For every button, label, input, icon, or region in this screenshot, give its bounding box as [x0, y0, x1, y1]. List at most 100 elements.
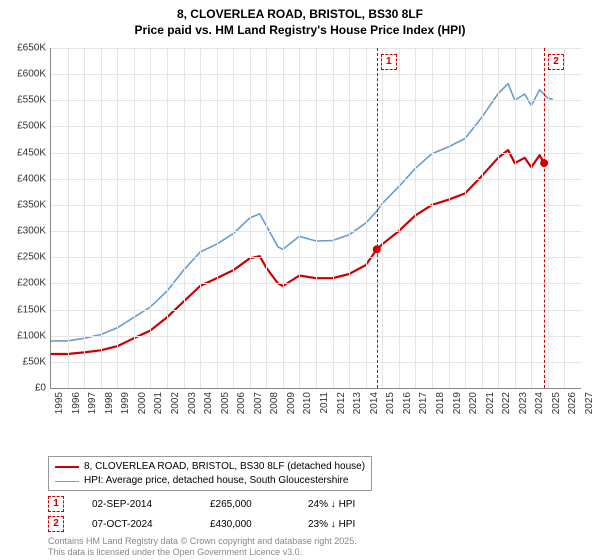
- legend-item: HPI: Average price, detached house, Sout…: [55, 474, 365, 488]
- x-axis-label: 1998: [104, 392, 115, 422]
- gridline-v: [217, 48, 218, 388]
- x-axis-label: 2008: [269, 392, 280, 422]
- sale-rows: 1 02-SEP-2014 £265,000 24% ↓ HPI 2 07-OCT-202…: [48, 494, 398, 534]
- gridline-v: [564, 48, 565, 388]
- legend-swatch: [55, 466, 79, 468]
- y-axis-label: £650K: [0, 43, 46, 54]
- x-axis-label: 2001: [153, 392, 164, 422]
- y-axis-label: £600K: [0, 69, 46, 80]
- x-axis-label: 2006: [236, 392, 247, 422]
- plot-region: 12: [50, 48, 581, 389]
- x-axis-label: 2005: [220, 392, 231, 422]
- x-axis-label: 2015: [385, 392, 396, 422]
- gridline-v: [482, 48, 483, 388]
- sale-marker-vline: [377, 48, 378, 388]
- sale-row: 1 02-SEP-2014 £265,000 24% ↓ HPI: [48, 494, 398, 514]
- sale-date: 07-OCT-2024: [92, 519, 182, 530]
- gridline-v: [316, 48, 317, 388]
- gridline-v: [84, 48, 85, 388]
- y-axis-label: £550K: [0, 95, 46, 106]
- gridline-v: [333, 48, 334, 388]
- sale-price: £430,000: [210, 519, 280, 530]
- x-axis-label: 2026: [567, 392, 578, 422]
- sale-row-marker: 1: [48, 496, 64, 512]
- chart-title: 8, CLOVERLEA ROAD, BRISTOL, BS30 8LF Pri…: [0, 0, 600, 38]
- legend-swatch: [55, 481, 79, 482]
- gridline-v: [283, 48, 284, 388]
- chart-area: 12 £0£50K£100K£150K£200K£250K£300K£350K£…: [50, 48, 580, 418]
- y-axis-label: £0: [0, 383, 46, 394]
- x-axis-label: 2009: [286, 392, 297, 422]
- legend-label: HPI: Average price, detached house, Sout…: [84, 474, 348, 488]
- x-axis-label: 2011: [319, 392, 330, 422]
- x-axis-label: 1999: [120, 392, 131, 422]
- gridline-v: [366, 48, 367, 388]
- x-axis-label: 2020: [468, 392, 479, 422]
- title-line-1: 8, CLOVERLEA ROAD, BRISTOL, BS30 8LF: [0, 6, 600, 22]
- chart-container: 8, CLOVERLEA ROAD, BRISTOL, BS30 8LF Pri…: [0, 0, 600, 560]
- x-axis-label: 2016: [402, 392, 413, 422]
- sale-pct: 24% ↓ HPI: [308, 499, 398, 510]
- y-axis-label: £50K: [0, 356, 46, 367]
- x-axis-label: 2019: [452, 392, 463, 422]
- gridline-v: [68, 48, 69, 388]
- sale-row: 2 07-OCT-2024 £430,000 23% ↓ HPI: [48, 514, 398, 534]
- copyright-line-2: This data is licensed under the Open Gov…: [48, 547, 357, 558]
- gridline-v: [399, 48, 400, 388]
- x-axis-label: 2012: [336, 392, 347, 422]
- gridline-v: [150, 48, 151, 388]
- legend-item: 8, CLOVERLEA ROAD, BRISTOL, BS30 8LF (de…: [55, 460, 365, 474]
- sale-marker-box: 1: [381, 54, 397, 70]
- x-axis-label: 2014: [369, 392, 380, 422]
- gridline-v: [498, 48, 499, 388]
- gridline-v: [233, 48, 234, 388]
- y-axis-label: £100K: [0, 330, 46, 341]
- gridline-v: [299, 48, 300, 388]
- sale-marker-box: 2: [548, 54, 564, 70]
- x-axis-label: 2024: [534, 392, 545, 422]
- y-axis-label: £450K: [0, 147, 46, 158]
- gridline-v: [415, 48, 416, 388]
- gridline-v: [432, 48, 433, 388]
- x-axis-label: 2007: [253, 392, 264, 422]
- gridline-v: [449, 48, 450, 388]
- y-axis-label: £350K: [0, 199, 46, 210]
- y-axis-label: £400K: [0, 173, 46, 184]
- y-axis-label: £250K: [0, 252, 46, 263]
- x-axis-label: 2023: [518, 392, 529, 422]
- gridline-v: [548, 48, 549, 388]
- gridline-v: [134, 48, 135, 388]
- sale-date: 02-SEP-2014: [92, 499, 182, 510]
- legend: 8, CLOVERLEA ROAD, BRISTOL, BS30 8LF (de…: [48, 456, 372, 491]
- y-axis-label: £300K: [0, 226, 46, 237]
- x-axis-label: 2018: [435, 392, 446, 422]
- gridline-v: [117, 48, 118, 388]
- gridline-v: [349, 48, 350, 388]
- x-axis-label: 2013: [352, 392, 363, 422]
- x-axis-label: 2000: [137, 392, 148, 422]
- sale-row-marker: 2: [48, 516, 64, 532]
- x-axis-label: 2025: [551, 392, 562, 422]
- gridline-v: [184, 48, 185, 388]
- gridline-v: [515, 48, 516, 388]
- y-axis-label: £150K: [0, 304, 46, 315]
- x-axis-label: 2022: [501, 392, 512, 422]
- copyright-line-1: Contains HM Land Registry data © Crown c…: [48, 536, 357, 547]
- sale-price: £265,000: [210, 499, 280, 510]
- x-axis-label: 1996: [71, 392, 82, 422]
- x-axis-label: 2004: [203, 392, 214, 422]
- x-axis-label: 2027: [584, 392, 595, 422]
- sale-pct: 23% ↓ HPI: [308, 519, 398, 530]
- x-axis-label: 2010: [302, 392, 313, 422]
- sale-marker-vline: [544, 48, 545, 388]
- series-line-hpi: [51, 84, 553, 341]
- x-axis-label: 1997: [87, 392, 98, 422]
- gridline-v: [531, 48, 532, 388]
- x-axis-label: 2021: [485, 392, 496, 422]
- gridline-v: [382, 48, 383, 388]
- x-axis-label: 2017: [418, 392, 429, 422]
- x-axis-label: 1995: [54, 392, 65, 422]
- y-axis-label: £500K: [0, 121, 46, 132]
- title-line-2: Price paid vs. HM Land Registry's House …: [0, 22, 600, 38]
- x-axis-label: 2003: [187, 392, 198, 422]
